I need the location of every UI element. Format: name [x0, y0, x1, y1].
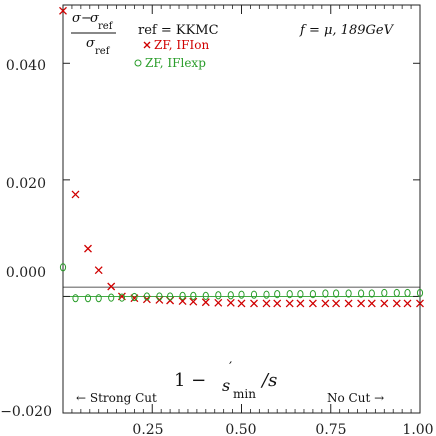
- x-label-over-s: /s: [260, 370, 277, 391]
- iflexp-point: [215, 291, 222, 300]
- ifion-point: [189, 297, 198, 306]
- ifion-point: [237, 299, 246, 308]
- x-tick-label: 0.50: [225, 422, 256, 436]
- ifion-point: [250, 299, 258, 308]
- ifion-point: [403, 299, 412, 308]
- ifion-point: [357, 299, 366, 308]
- x-tick-label: 0.75: [315, 422, 346, 436]
- x-tick-label: 1.00: [402, 422, 433, 436]
- no-cut-annotation: No Cut →: [327, 391, 384, 405]
- x-label-prime: ′: [229, 360, 232, 376]
- iflexp-point: [156, 292, 163, 301]
- ifion-point: [273, 299, 282, 308]
- iflexp-point: [118, 293, 126, 302]
- iflexp-point: [84, 294, 92, 303]
- series-ifion: [59, 6, 424, 308]
- zero-reference-lines: [63, 286, 420, 297]
- ifion-point: [94, 266, 103, 275]
- ifion-point: [367, 299, 376, 308]
- ifion-point: [59, 6, 67, 15]
- iflexp-point: [286, 289, 293, 299]
- iflexp-point: [202, 291, 209, 300]
- iflexp-point: [345, 289, 352, 298]
- ifion-point: [308, 299, 317, 308]
- y-tick-labels: 0.040 0.020 0.000 −0.020: [0, 58, 52, 420]
- iflexp-point: [357, 289, 365, 298]
- y-quantity-fraction: σ − σ ref σ ref: [71, 11, 116, 57]
- iflexp-point: [238, 290, 245, 299]
- ifion-point: [344, 299, 353, 308]
- ifion-point: [285, 299, 294, 308]
- x-label-s: s: [222, 376, 230, 395]
- ifion-point: [321, 299, 330, 308]
- iflexp-point: [274, 289, 281, 299]
- iflexp-point: [72, 294, 79, 303]
- frac-den-sigma: σ: [86, 36, 96, 51]
- legend: ZF, IFIon ZF, IFlexp: [134, 38, 209, 70]
- ifion-point: [84, 244, 92, 253]
- iflexp-point: [309, 289, 316, 299]
- process-label: f = μ, 189GeV: [299, 23, 395, 38]
- iflexp-point: [95, 294, 102, 303]
- legend-label-iflexp: ZF, IFlexp: [145, 56, 206, 70]
- ifion-point: [332, 299, 341, 308]
- iflexp-point: [131, 292, 138, 302]
- iflexp-point: [333, 289, 340, 298]
- iflexp-point: [368, 289, 375, 298]
- iflexp-point: [190, 291, 197, 300]
- x-tick-labels: 0.25 0.50 0.75 1.00: [132, 422, 433, 436]
- ifion-point: [262, 299, 271, 308]
- y-tick-label: −0.020: [0, 404, 52, 420]
- frac-den-sub: ref: [95, 46, 111, 57]
- iflexp-point: [143, 292, 150, 301]
- strong-cut-annotation: ← Strong Cut: [76, 391, 157, 405]
- frac-sigma-2: σ: [90, 11, 100, 26]
- x-label-one-minus: 1 −: [174, 370, 206, 391]
- iflexp-point: [404, 288, 411, 298]
- plot-frame: [62, 4, 421, 414]
- ifion-point: [226, 298, 235, 307]
- ifion-point: [296, 299, 305, 308]
- y-tick-label: 0.040: [6, 58, 46, 74]
- x-axis-label: 1 − s ′ min /s: [174, 360, 277, 401]
- iflexp-point: [322, 289, 329, 298]
- ifion-point: [107, 282, 116, 291]
- x-tick-label: 0.25: [132, 422, 163, 436]
- frac-num-sub: ref: [98, 21, 114, 32]
- legend-label-ifion: ZF, IFIon: [154, 38, 209, 52]
- iflexp-point: [381, 288, 388, 298]
- iflexp-point: [227, 291, 234, 300]
- ifion-point: [201, 298, 210, 307]
- y-tick-label: 0.020: [6, 176, 46, 192]
- iflexp-point: [263, 290, 270, 299]
- ifion-point: [71, 190, 80, 199]
- iflexp-point: [108, 293, 115, 302]
- frac-minus: −: [81, 11, 92, 26]
- ifion-point: [416, 299, 424, 308]
- iflexp-point: [59, 263, 67, 272]
- series-iflexp: [59, 263, 424, 303]
- iflexp-point: [297, 289, 304, 299]
- ifion-point: [380, 299, 389, 308]
- frac-sigma-1: σ: [72, 11, 82, 26]
- ifion-point: [392, 299, 401, 308]
- legend-marker-o: [134, 59, 142, 67]
- iflexp-point: [393, 288, 400, 298]
- iflexp-point: [167, 292, 174, 301]
- ifion-point: [214, 298, 223, 307]
- legend-marker-x: [143, 41, 151, 49]
- iflexp-point: [179, 291, 186, 300]
- x-label-sub-min: min: [233, 387, 256, 401]
- y-tick-label: 0.000: [6, 265, 46, 281]
- reference-label: ref = KKMC: [138, 23, 219, 38]
- iflexp-point: [416, 288, 424, 298]
- iflexp-point: [250, 290, 258, 299]
- axis-ticks: [63, 5, 420, 414]
